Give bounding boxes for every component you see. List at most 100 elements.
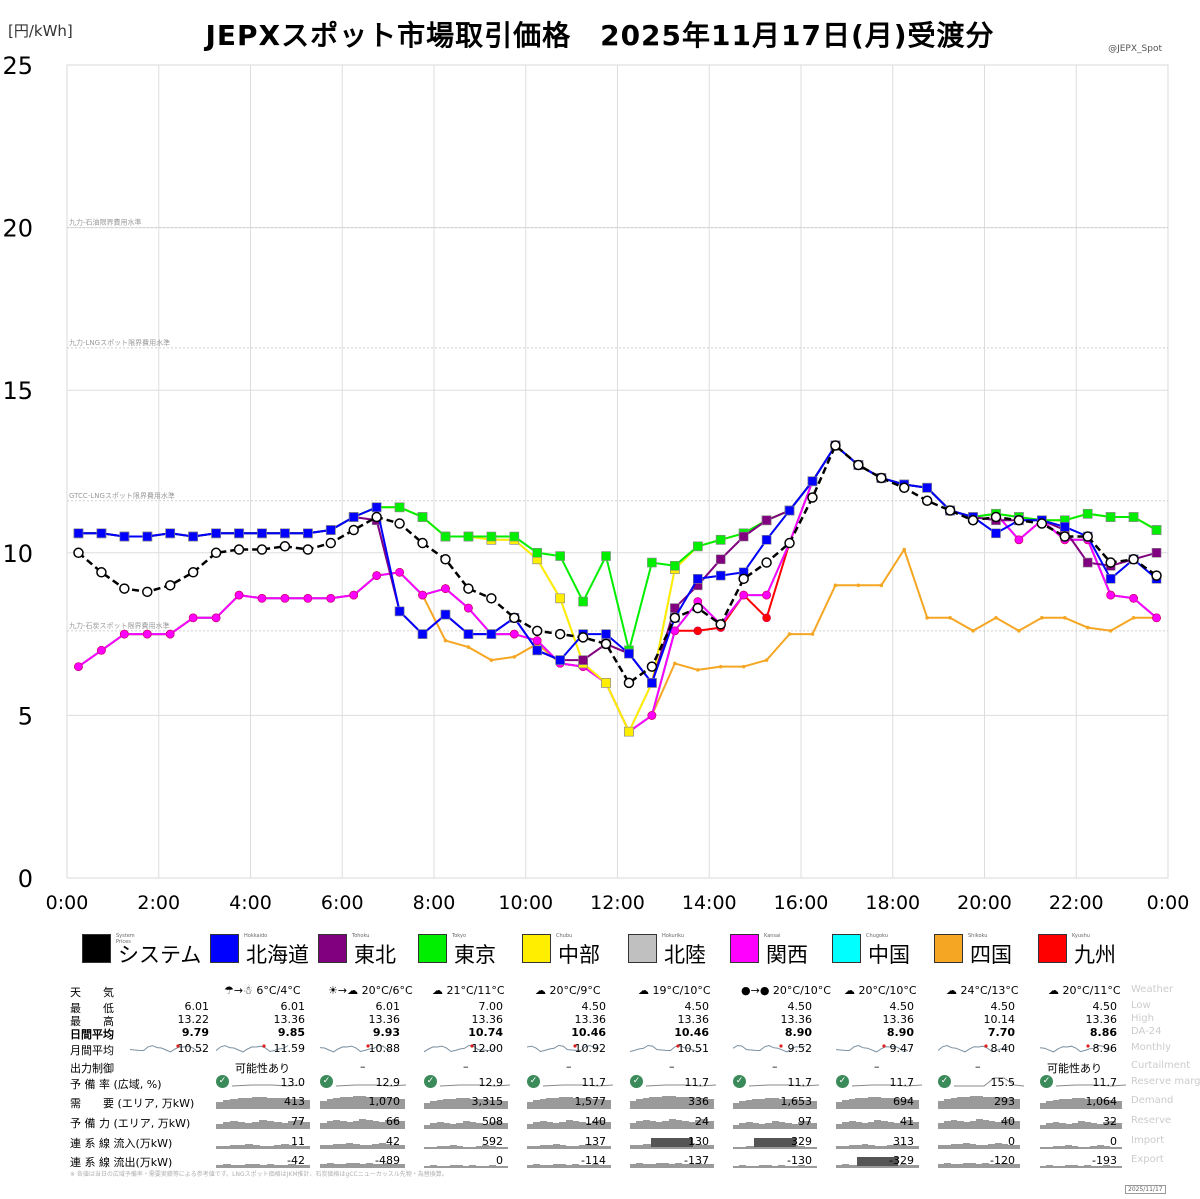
x-tick-label: 18:00 [865, 892, 920, 914]
series-point [348, 524, 359, 536]
row-label: 連 系 線 流出(万kW) [70, 1156, 173, 1169]
bar-segment [1084, 1099, 1091, 1109]
bar-segment [281, 1144, 289, 1149]
bar-segment [1058, 1146, 1066, 1149]
bar-segment [899, 1164, 907, 1168]
reserve-cell: 508 [482, 1115, 503, 1128]
bar-segment [848, 1121, 856, 1129]
check-icon: ✓ [938, 1075, 951, 1088]
reserve-margin-cell: 12.9 [375, 1076, 401, 1089]
series-point [532, 645, 543, 656]
bar-segment [578, 1165, 586, 1168]
bar-segment [994, 1143, 1002, 1149]
bar-segment [352, 1121, 360, 1129]
sparkline-max-dot [366, 1044, 370, 1048]
bar-segment [288, 1164, 297, 1168]
bar-segment [244, 1164, 253, 1168]
bar-segment [320, 1123, 328, 1129]
monthly-sparkline [216, 1044, 289, 1053]
bar-segment [346, 1122, 354, 1129]
series-point [925, 616, 929, 620]
bar-segment [546, 1145, 554, 1149]
reserve-cell: 66 [386, 1115, 400, 1128]
bar-segment [642, 1120, 650, 1129]
bar-segment [681, 1097, 689, 1109]
legend-label: 東北 [354, 943, 396, 967]
series-point [74, 662, 83, 671]
series-point [1128, 512, 1139, 522]
series-point [1105, 574, 1116, 584]
bar-segment [630, 1123, 637, 1129]
series-point [96, 567, 107, 578]
bar-segment [912, 1146, 920, 1149]
bar-segment [1001, 1163, 1008, 1168]
series-point [601, 678, 611, 688]
bar-segment [950, 1144, 958, 1149]
bar-segment [1007, 1119, 1015, 1129]
bar-segment [784, 1099, 792, 1109]
sparkline-path [232, 1084, 302, 1087]
bar-segment [259, 1097, 268, 1109]
series-point [921, 495, 933, 507]
bar-segment [216, 1102, 224, 1109]
demand-cell: 1,064 [1085, 1095, 1118, 1108]
row-label: 連 系 線 流入(万kW) [70, 1137, 173, 1150]
legend-label-en: Hokkaido [244, 933, 268, 939]
row-label-en: Import [1131, 1135, 1165, 1146]
reference-line-label: GTCC-LNGスポット限界費用水準 [69, 491, 175, 500]
bar-segment [430, 1101, 438, 1109]
bar-segment [572, 1146, 580, 1149]
weather-cell: ☁ 24°C/13°C [946, 984, 1019, 997]
bar-segment [874, 1146, 882, 1149]
demand-cell: 293 [994, 1095, 1015, 1108]
bar-segment [385, 1144, 393, 1149]
sparkline-path [646, 1084, 716, 1087]
bar-segment [391, 1119, 399, 1129]
monthly-cell: 10.51 [677, 1042, 710, 1055]
bar-segment [836, 1146, 843, 1149]
x-tick-label: 0:00 [1147, 892, 1190, 914]
reserve-margin-cell: 15.5 [990, 1076, 1016, 1089]
bar-segment [797, 1100, 805, 1109]
series-point [1131, 616, 1136, 620]
bar-segment [810, 1166, 818, 1168]
series-point [692, 602, 704, 614]
bar-segment [326, 1163, 334, 1168]
bar-segment [365, 1163, 373, 1168]
series-point [810, 632, 815, 636]
check-icon: ✓ [216, 1075, 229, 1088]
bar-segment [655, 1122, 663, 1129]
bar-segment [701, 1164, 709, 1168]
bar-segment [867, 1164, 875, 1168]
bar-segment [398, 1121, 406, 1129]
series-point [718, 664, 723, 669]
legend-label-en: Kyushu [1072, 933, 1090, 939]
da24-cell: 9.85 [277, 1026, 305, 1039]
bar-segment [855, 1122, 863, 1129]
series-point [764, 658, 769, 662]
import-cell: 137 [585, 1135, 606, 1148]
series-point [303, 594, 313, 603]
bar-segment [887, 1165, 894, 1168]
y-axis-unit: [円/kWh] [8, 22, 73, 40]
bar-segment [906, 1099, 914, 1109]
check-icon: ✓ [424, 1075, 437, 1088]
bar-segment [533, 1100, 541, 1109]
bar-segment [1077, 1098, 1085, 1109]
bar-segment [1001, 1120, 1008, 1129]
bar-segment [630, 1101, 637, 1109]
bar-segment [391, 1164, 399, 1168]
row-label: 最 低 [70, 1002, 114, 1015]
series-point [856, 583, 861, 588]
series-point [1082, 531, 1093, 542]
weather-cell: ☁ 19°C/10°C [638, 984, 711, 997]
bar-segment [223, 1100, 231, 1109]
bar-segment [778, 1099, 786, 1109]
curtailment-cell: – [669, 1060, 675, 1073]
series-point [898, 482, 910, 494]
series-point [142, 531, 153, 542]
reference-line-label: 九力-石油限界費用水準 [69, 218, 142, 227]
bar-segment [642, 1144, 650, 1149]
series-point [1108, 629, 1113, 633]
